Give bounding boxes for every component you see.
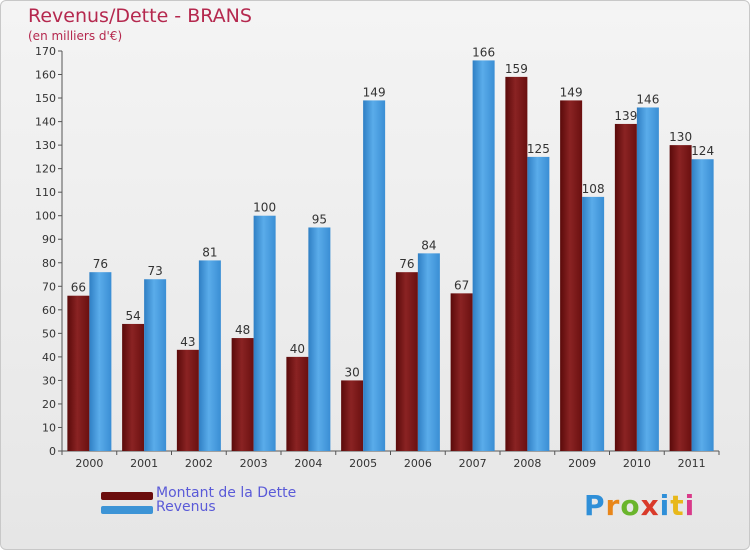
data-label-revenus-2007: 166 (472, 45, 495, 59)
data-label-revenus-2004: 95 (312, 212, 327, 226)
chart-subtitle: (en milliers d'€) (28, 29, 123, 43)
bar-dette-2001 (122, 323, 145, 451)
y-tick-label: 40 (42, 351, 56, 364)
bar-revenus-2000 (89, 272, 112, 451)
x-tick-label: 2008 (513, 457, 541, 470)
proxiti-logo: Proxiti (584, 489, 695, 522)
bar-dette-2009 (560, 100, 583, 451)
data-label-dette-2011: 130 (669, 130, 692, 144)
data-label-revenus-2000: 76 (93, 257, 108, 271)
y-tick-label: 170 (35, 45, 56, 58)
data-label-dette-2006: 76 (399, 257, 414, 271)
x-tick-label: 2011 (678, 457, 706, 470)
x-tick-label: 2009 (568, 457, 596, 470)
y-tick-label: 90 (42, 233, 56, 246)
bar-revenus-2003 (253, 215, 276, 451)
y-tick-label: 120 (35, 163, 56, 176)
y-tick-label: 70 (42, 280, 56, 293)
y-tick-label: 100 (35, 210, 56, 223)
logo-letter: x (640, 489, 660, 522)
y-tick-label: 20 (42, 398, 56, 411)
y-tick-label: 140 (35, 116, 56, 129)
data-label-dette-2009: 149 (560, 85, 583, 99)
y-tick-label: 60 (42, 304, 56, 317)
bar-revenus-2008 (527, 156, 550, 451)
bar-revenus-2007 (472, 60, 495, 451)
bar-dette-2010 (614, 123, 637, 452)
bar-dette-2011 (669, 145, 692, 451)
y-tick-label: 110 (35, 186, 56, 199)
bar-dette-2002 (176, 349, 199, 451)
bars (67, 60, 714, 452)
bar-revenus-2009 (582, 196, 605, 451)
data-label-revenus-2008: 125 (527, 142, 550, 156)
bar-revenus-2006 (417, 253, 440, 451)
x-tick-label: 2002 (185, 457, 213, 470)
x-tick-label: 2000 (75, 457, 103, 470)
logo-letter: i (684, 489, 696, 522)
y-tick-label: 160 (35, 69, 56, 82)
legend-swatch-dette (101, 492, 153, 500)
data-label-dette-2002: 43 (180, 335, 195, 349)
legend-label-dette: Montant de la Dette (156, 485, 297, 501)
data-label-dette-2001: 54 (125, 309, 140, 323)
x-tick-label: 2003 (240, 457, 268, 470)
data-label-revenus-2001: 73 (147, 264, 162, 278)
data-label-revenus-2006: 84 (421, 238, 436, 252)
logo-letter: r (605, 489, 621, 522)
data-label-dette-2003: 48 (235, 323, 250, 337)
bar-revenus-2004 (308, 227, 331, 451)
logo-letter: i (659, 489, 671, 522)
data-label-revenus-2002: 81 (202, 245, 217, 259)
bar-revenus-2011 (691, 159, 714, 451)
bar-revenus-2002 (198, 260, 221, 451)
data-label-dette-2000: 66 (71, 281, 86, 295)
y-tick-label: 130 (35, 139, 56, 152)
logo-letter: t (670, 489, 685, 522)
x-tick-label: 2010 (623, 457, 651, 470)
legend-swatch-revenus (101, 506, 153, 514)
y-tick-label: 150 (35, 92, 56, 105)
x-tick-label: 2001 (130, 457, 158, 470)
bar-revenus-2001 (144, 279, 167, 451)
y-tick-label: 10 (42, 421, 56, 434)
data-label-revenus-2003: 100 (253, 201, 276, 215)
logo-letter: o (620, 489, 641, 522)
bar-dette-2005 (341, 380, 364, 451)
bar-dette-2007 (450, 293, 473, 451)
data-label-dette-2005: 30 (344, 365, 359, 379)
logo-letter: P (584, 489, 606, 522)
legend-label-revenus: Revenus (156, 499, 216, 515)
data-label-revenus-2011: 124 (691, 144, 714, 158)
x-tick-label: 2007 (459, 457, 487, 470)
bar-revenus-2005 (363, 100, 386, 451)
data-label-dette-2010: 139 (614, 109, 637, 123)
bar-dette-2003 (231, 338, 254, 451)
chart-title: Revenus/Dette - BRANS (28, 5, 252, 27)
x-tick-label: 2005 (349, 457, 377, 470)
bar-dette-2000 (67, 295, 90, 451)
bar-dette-2004 (286, 356, 309, 451)
y-tick-label: 30 (42, 374, 56, 387)
x-tick-label: 2006 (404, 457, 432, 470)
y-tick-label: 50 (42, 327, 56, 340)
y-tick-label: 80 (42, 257, 56, 270)
data-labels: 66 76 54 73 43 81 48 100 40 95 30 149 76 84 67 166 159 12… (71, 45, 714, 379)
data-label-dette-2008: 159 (505, 62, 528, 76)
bar-dette-2006 (395, 272, 418, 451)
data-label-revenus-2005: 149 (363, 85, 386, 99)
bar-revenus-2010 (636, 107, 659, 452)
bar-dette-2008 (505, 76, 528, 451)
data-label-revenus-2009: 108 (582, 182, 605, 196)
x-tick-label: 2004 (294, 457, 322, 470)
axes: 0 10 20 30 40 50 60 70 80 90 100 110 120 130 140 150 160… (35, 45, 720, 470)
data-label-revenus-2010: 146 (636, 92, 659, 106)
data-label-dette-2004: 40 (290, 342, 305, 356)
y-tick-label: 0 (49, 445, 56, 458)
data-label-dette-2007: 67 (454, 278, 469, 292)
